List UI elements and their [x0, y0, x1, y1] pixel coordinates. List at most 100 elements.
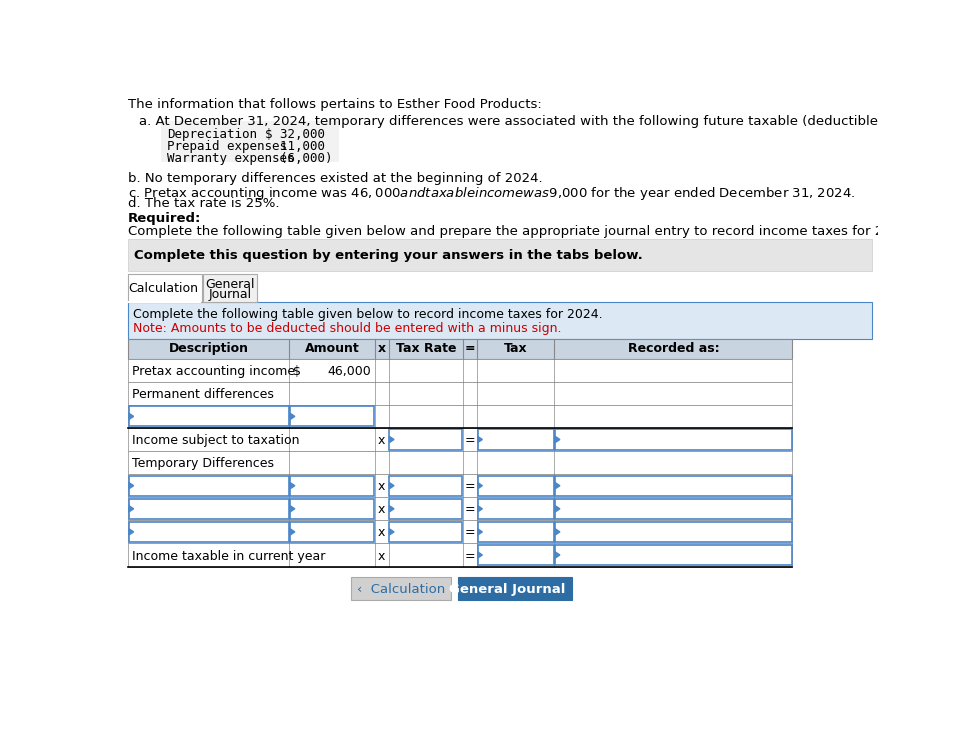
Bar — [389, 522, 463, 542]
Text: x: x — [378, 526, 386, 539]
Text: Calculation: Calculation — [128, 282, 198, 295]
Bar — [290, 522, 374, 542]
Text: Journal: Journal — [208, 288, 251, 301]
Bar — [477, 545, 553, 565]
Text: Recorded as:: Recorded as: — [628, 342, 719, 356]
Bar — [477, 476, 553, 496]
Text: ‹  Calculation: ‹ Calculation — [357, 583, 445, 596]
Text: Depreciation: Depreciation — [167, 128, 257, 141]
Text: 46,000: 46,000 — [327, 365, 371, 378]
Polygon shape — [129, 529, 134, 535]
Bar — [389, 429, 463, 450]
Text: General Journal  ›: General Journal › — [449, 583, 581, 596]
Bar — [128, 520, 793, 543]
Bar — [477, 499, 553, 519]
Polygon shape — [129, 506, 134, 512]
Polygon shape — [290, 483, 295, 489]
Text: x: x — [378, 504, 386, 516]
Bar — [129, 499, 289, 519]
Polygon shape — [290, 529, 295, 535]
Text: =: = — [465, 504, 475, 516]
Bar — [290, 499, 374, 519]
Bar — [458, 577, 572, 600]
Bar — [477, 522, 553, 542]
Polygon shape — [389, 529, 394, 535]
Text: d. The tax rate is 25%.: d. The tax rate is 25%. — [128, 197, 280, 210]
Bar — [128, 358, 793, 382]
Bar — [477, 429, 553, 450]
Polygon shape — [555, 483, 560, 489]
Text: $: $ — [293, 365, 301, 378]
Polygon shape — [555, 437, 560, 442]
Bar — [128, 239, 873, 271]
Polygon shape — [290, 413, 295, 420]
Text: Complete this question by entering your answers in the tabs below.: Complete this question by entering your … — [135, 248, 643, 261]
Polygon shape — [477, 506, 482, 512]
Bar — [389, 499, 463, 519]
Text: x: x — [378, 480, 386, 493]
Text: x: x — [378, 550, 386, 563]
Text: Description: Description — [169, 342, 249, 356]
Bar — [203, 274, 257, 301]
Polygon shape — [389, 483, 394, 489]
Polygon shape — [389, 506, 394, 512]
Bar — [161, 121, 339, 161]
Polygon shape — [477, 529, 482, 535]
Text: Required:: Required: — [128, 212, 202, 226]
Bar — [128, 474, 793, 497]
Bar — [555, 499, 792, 519]
Bar — [555, 522, 792, 542]
Bar — [555, 545, 792, 565]
Text: b. No temporary differences existed at the beginning of 2024.: b. No temporary differences existed at t… — [128, 172, 543, 185]
Text: Income taxable in current year: Income taxable in current year — [132, 550, 325, 563]
Polygon shape — [290, 506, 295, 512]
Text: 11,000: 11,000 — [265, 140, 325, 153]
Polygon shape — [555, 552, 560, 558]
Text: (6,000): (6,000) — [265, 153, 333, 165]
Text: The information that follows pertains to Esther Food Products:: The information that follows pertains to… — [128, 99, 542, 112]
Text: =: = — [465, 550, 475, 563]
Text: Amount: Amount — [305, 342, 359, 356]
Text: Permanent differences: Permanent differences — [132, 388, 274, 401]
Polygon shape — [477, 552, 482, 558]
Text: x: x — [378, 342, 386, 356]
Polygon shape — [477, 437, 482, 442]
Bar — [128, 497, 793, 520]
Text: c. Pretax accounting income was $46,000 and taxable income was $9,000 for the ye: c. Pretax accounting income was $46,000 … — [128, 185, 856, 201]
Bar — [350, 577, 451, 600]
Text: General: General — [205, 278, 255, 291]
Bar — [128, 301, 873, 339]
Text: Tax: Tax — [504, 342, 527, 356]
Text: Complete the following table given below and prepare the appropriate journal ent: Complete the following table given below… — [128, 225, 913, 238]
Bar — [290, 407, 374, 426]
Text: =: = — [465, 526, 475, 539]
Bar — [128, 339, 793, 358]
Polygon shape — [477, 483, 482, 489]
Text: $ 32,000: $ 32,000 — [265, 128, 325, 141]
Polygon shape — [129, 483, 134, 489]
Text: =: = — [465, 342, 475, 356]
Polygon shape — [129, 413, 134, 420]
Text: Tax Rate: Tax Rate — [395, 342, 456, 356]
Text: x: x — [378, 434, 386, 447]
Bar — [129, 407, 289, 426]
Bar — [128, 382, 793, 405]
Polygon shape — [555, 506, 560, 512]
Bar — [129, 476, 289, 496]
Bar — [128, 451, 793, 474]
Text: Temporary Differences: Temporary Differences — [132, 457, 274, 470]
Bar — [129, 522, 289, 542]
Text: Note: Amounts to be deducted should be entered with a minus sign.: Note: Amounts to be deducted should be e… — [133, 322, 561, 334]
Bar — [128, 543, 793, 566]
Text: Prepaid expenses: Prepaid expenses — [167, 140, 287, 153]
Text: a. At December 31, 2024, temporary differences were associated with the followin: a. At December 31, 2024, temporary diffe… — [139, 115, 950, 128]
Text: Complete the following table given below to record income taxes for 2024.: Complete the following table given below… — [133, 308, 602, 320]
Bar — [389, 476, 463, 496]
Text: Warranty expenses: Warranty expenses — [167, 153, 295, 165]
Text: Pretax accounting income: Pretax accounting income — [132, 365, 295, 378]
Polygon shape — [555, 529, 560, 535]
Bar — [555, 476, 792, 496]
Text: =: = — [465, 434, 475, 447]
Bar — [128, 428, 793, 451]
Text: =: = — [465, 480, 475, 493]
